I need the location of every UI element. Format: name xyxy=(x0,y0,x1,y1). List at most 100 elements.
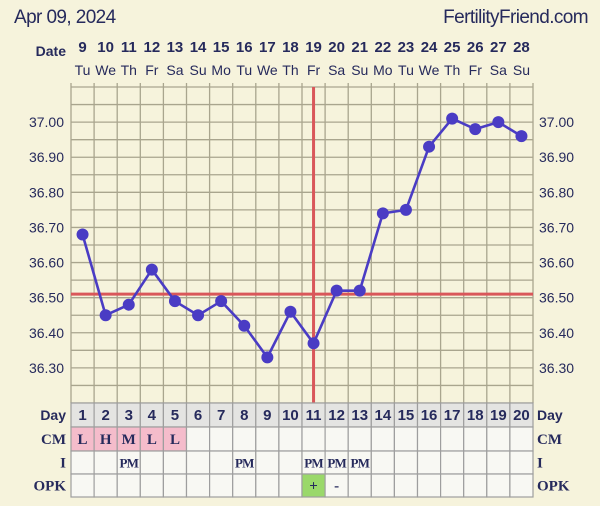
temperature-point[interactable] xyxy=(284,305,297,318)
cell-i xyxy=(416,450,442,475)
weekday-label: Th xyxy=(444,62,460,78)
cell-cm xyxy=(393,426,419,452)
cell-opk xyxy=(116,473,141,498)
cell-value-day: 4 xyxy=(148,407,157,424)
weekday-label: We xyxy=(95,62,116,78)
cell-i xyxy=(486,450,511,475)
cell-i xyxy=(463,450,488,475)
cell-cm xyxy=(278,426,303,452)
cell-i xyxy=(370,450,395,475)
y-tick-label-right: 36.60 xyxy=(539,255,574,271)
cell-value-day: 1 xyxy=(78,407,86,424)
weekday-label: Fr xyxy=(307,62,321,78)
cell-i xyxy=(209,450,234,475)
cell-opk xyxy=(370,473,395,498)
y-tick-label-left: 36.80 xyxy=(29,184,64,200)
weekday-label: Su xyxy=(513,62,530,78)
cell-value-i: PM xyxy=(327,456,346,471)
cell-cm xyxy=(440,426,465,452)
y-tick-label-left: 36.50 xyxy=(29,290,64,306)
temperature-point[interactable] xyxy=(99,309,112,322)
date-label: 17 xyxy=(259,39,276,56)
cell-value-day: 18 xyxy=(467,407,484,424)
cell-value-day: 11 xyxy=(306,407,322,424)
temperature-point[interactable] xyxy=(399,203,412,216)
weekday-label: We xyxy=(419,62,440,78)
cell-opk xyxy=(486,473,511,498)
weekday-label: Th xyxy=(282,62,298,78)
temperature-point[interactable] xyxy=(469,123,482,136)
temperature-point[interactable] xyxy=(353,284,366,297)
y-tick-label-right: 36.90 xyxy=(539,149,574,165)
temperature-point[interactable] xyxy=(492,116,505,129)
temperature-point[interactable] xyxy=(515,130,528,143)
y-tick-label-left: 36.60 xyxy=(29,255,64,271)
cell-opk xyxy=(393,473,419,498)
cell-value-i: PM xyxy=(350,456,369,471)
cell-value-day: 20 xyxy=(513,407,530,424)
cell-cm xyxy=(324,426,349,452)
cell-value-day: 12 xyxy=(328,407,345,424)
cell-value-opk: - xyxy=(334,479,339,495)
cell-cm xyxy=(185,426,211,452)
row-label-right-i: I xyxy=(537,456,543,472)
temperature-point[interactable] xyxy=(307,337,320,350)
temperature-point[interactable] xyxy=(330,284,343,297)
date-label: 9 xyxy=(78,39,86,56)
temperature-point[interactable] xyxy=(145,263,158,276)
chart-date: Apr 09, 2024 xyxy=(14,7,117,28)
date-label: 20 xyxy=(328,39,345,56)
y-tick-label-right: 36.40 xyxy=(539,325,574,341)
row-label-cm: CM xyxy=(41,432,66,448)
temperature-point[interactable] xyxy=(168,295,181,308)
temperature-point[interactable] xyxy=(261,351,274,364)
cell-opk xyxy=(463,473,488,498)
y-tick-label-right: 36.50 xyxy=(539,290,574,306)
weekday-label: Su xyxy=(189,62,206,78)
cell-i xyxy=(185,450,211,475)
temperature-point[interactable] xyxy=(238,319,251,332)
date-label: 12 xyxy=(144,39,161,56)
cell-opk xyxy=(209,473,234,498)
row-label-opk: OPK xyxy=(34,479,67,495)
cell-value-i: PM xyxy=(119,456,138,471)
cell-cm xyxy=(232,426,257,452)
cell-value-day: 14 xyxy=(375,407,392,424)
date-label: 21 xyxy=(351,39,368,56)
cell-i xyxy=(139,450,165,475)
temperature-point[interactable] xyxy=(215,295,228,308)
site-name[interactable]: FertilityFriend.com xyxy=(443,7,588,28)
y-tick-label-left: 36.40 xyxy=(29,325,64,341)
cell-cm xyxy=(463,426,488,452)
cell-value-day: 3 xyxy=(125,407,133,424)
y-tick-label-right: 36.70 xyxy=(539,219,574,235)
cell-cm xyxy=(209,426,234,452)
cell-opk xyxy=(255,473,280,498)
cell-value-opk: + xyxy=(309,479,318,495)
temperature-point[interactable] xyxy=(122,298,135,311)
cell-value-i: PM xyxy=(304,456,323,471)
date-label: 26 xyxy=(467,39,484,56)
weekday-label: Tu xyxy=(75,62,91,78)
cell-opk xyxy=(70,473,95,498)
temperature-point[interactable] xyxy=(192,309,205,322)
cell-opk xyxy=(440,473,465,498)
date-label: 13 xyxy=(167,39,184,56)
cell-cm xyxy=(416,426,442,452)
temperature-point[interactable] xyxy=(376,207,389,220)
cell-opk xyxy=(139,473,165,498)
cell-i xyxy=(509,450,534,475)
cell-value-i: PM xyxy=(235,456,254,471)
date-label: 10 xyxy=(97,39,114,56)
temperature-point[interactable] xyxy=(446,112,459,125)
cell-value-day: 5 xyxy=(171,407,179,424)
row-label-right-cm: CM xyxy=(537,432,562,448)
temperature-point[interactable] xyxy=(423,140,436,153)
y-tick-label-left: 36.30 xyxy=(29,360,64,376)
cell-value-cm: L xyxy=(170,432,180,448)
cell-value-day: 2 xyxy=(101,407,109,424)
weekday-label: Th xyxy=(121,62,137,78)
temperature-point[interactable] xyxy=(76,228,89,241)
temperature-line xyxy=(81,117,523,359)
